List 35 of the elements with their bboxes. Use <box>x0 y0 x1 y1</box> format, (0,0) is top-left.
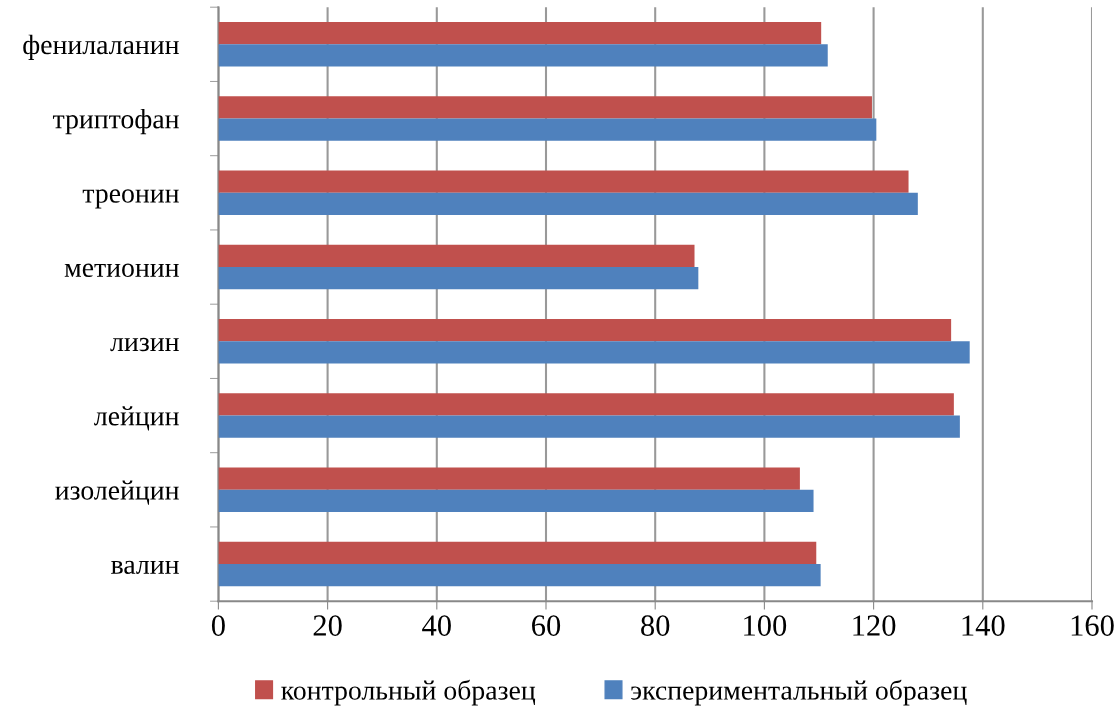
bar <box>218 415 960 438</box>
bar <box>218 541 817 565</box>
bar <box>218 118 877 141</box>
bar <box>218 319 952 342</box>
legend-label: экспериментальный образец <box>631 679 967 706</box>
y-tick-label: фенилаланин <box>23 34 179 60</box>
bar <box>218 341 970 364</box>
bar <box>218 267 699 290</box>
bar <box>218 44 828 67</box>
x-tick-label: 0 <box>211 615 225 636</box>
bar <box>218 467 800 490</box>
bar <box>218 22 822 45</box>
y-tick-label: изолейцин <box>55 480 179 505</box>
bar <box>218 244 695 268</box>
legend-label: контрольный образец <box>281 679 536 706</box>
bar <box>218 564 821 587</box>
y-tick-label: триптофан <box>52 108 179 135</box>
x-tick-label: 60 <box>532 615 561 636</box>
x-tick-label: 40 <box>422 615 451 636</box>
y-tick-label: метионин <box>64 263 179 277</box>
y-tick-label: валин <box>111 560 179 574</box>
x-tick-label: 120 <box>853 615 896 636</box>
y-tick-label: треонин <box>82 189 179 209</box>
y-tick-label: лейцин <box>94 406 179 431</box>
bar <box>218 192 918 216</box>
x-tick-label: 140 <box>962 615 1005 636</box>
bar <box>218 170 909 193</box>
bar <box>218 489 814 513</box>
bar <box>218 96 872 119</box>
x-tick-label: 100 <box>744 615 787 636</box>
x-tick-label: 80 <box>641 615 670 636</box>
y-tick-label: лизин <box>110 337 179 352</box>
x-tick-label: 160 <box>1071 615 1114 636</box>
bar <box>218 393 954 416</box>
x-tick-label: 20 <box>313 615 342 636</box>
